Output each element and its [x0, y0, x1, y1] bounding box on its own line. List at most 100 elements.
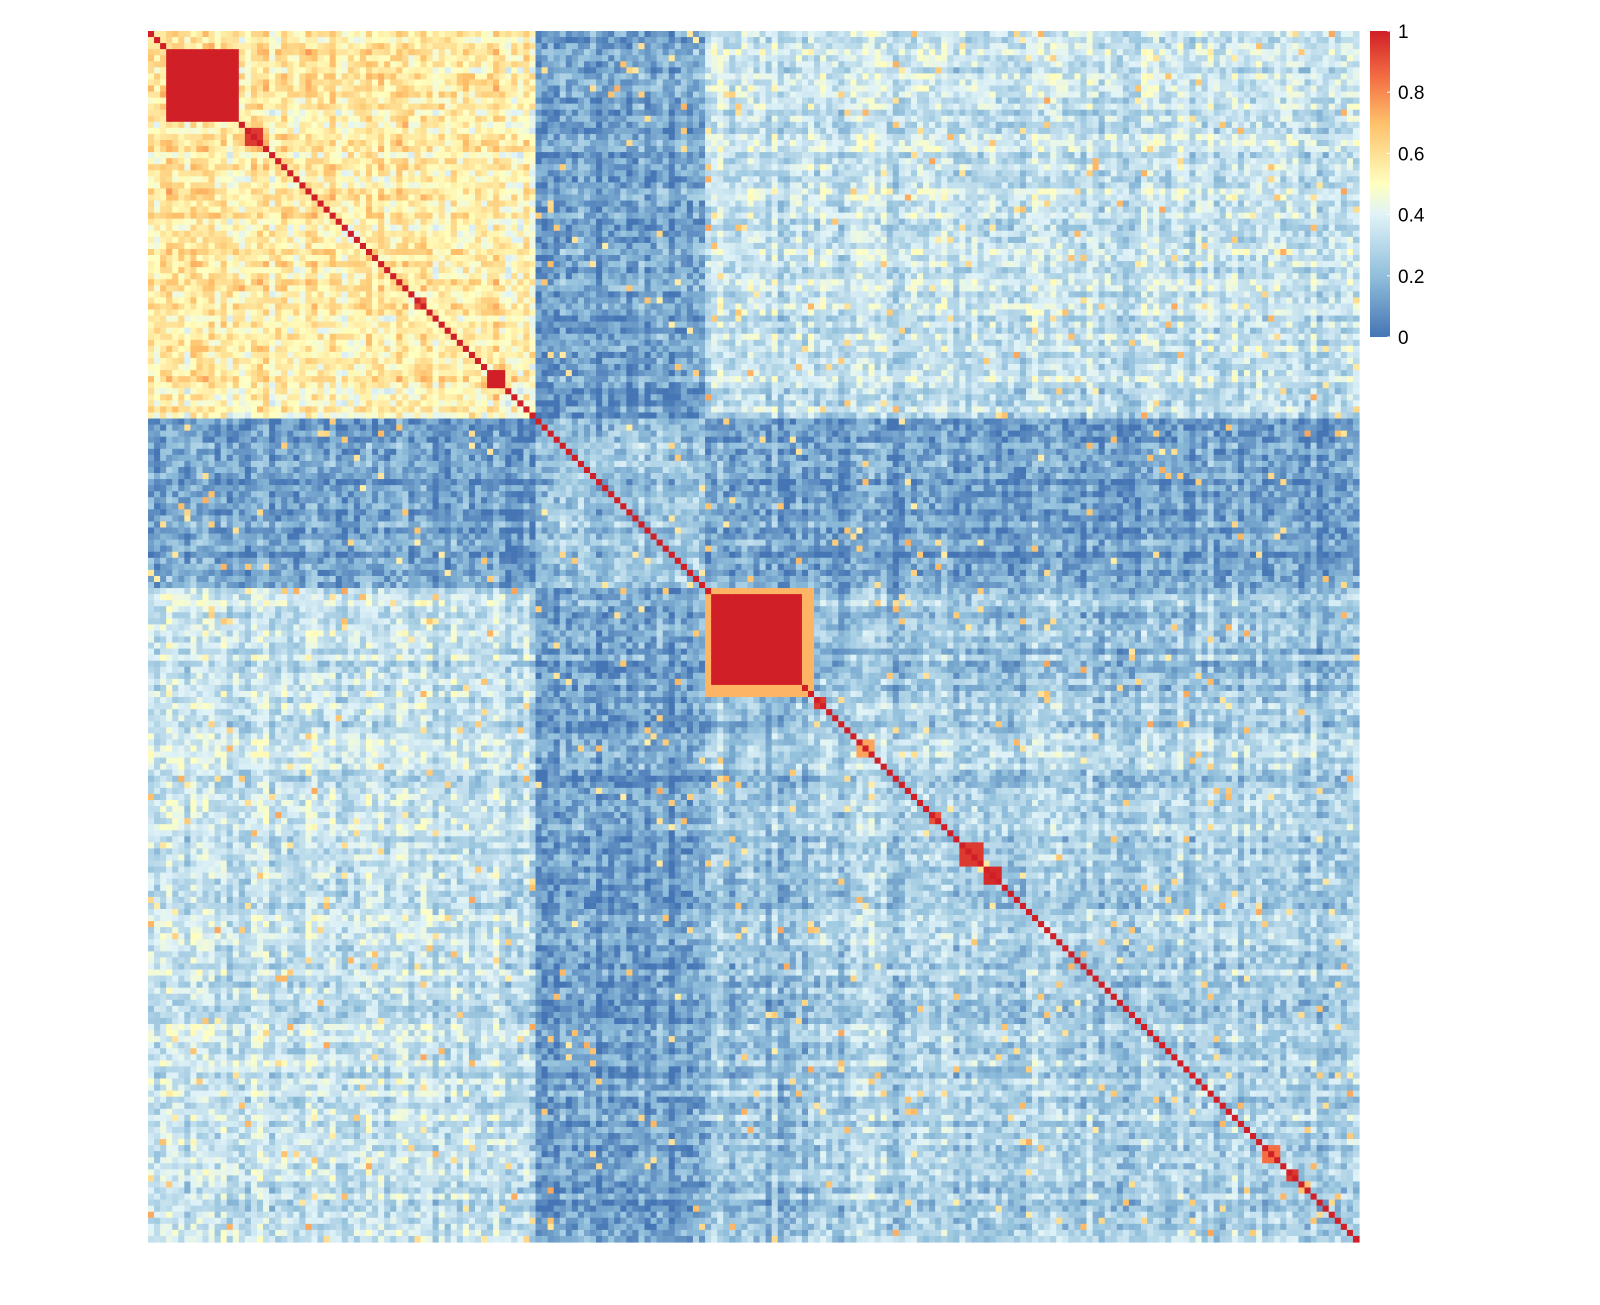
- heatmap-cell: [638, 146, 646, 153]
- heatmap-cell: [941, 152, 948, 159]
- heatmap-cell: [438, 85, 446, 93]
- heatmap-cell: [238, 115, 246, 123]
- heatmap-cell: [1032, 37, 1039, 44]
- heatmap-cell: [481, 176, 488, 183]
- heatmap-cell: [1056, 49, 1063, 56]
- heatmap-cell: [711, 139, 718, 147]
- heatmap-cell: [923, 146, 930, 153]
- heatmap-cell: [1274, 79, 1281, 87]
- heatmap-cell: [202, 109, 210, 117]
- heatmap-cell: [1074, 152, 1082, 159]
- heatmap-cell: [571, 127, 579, 135]
- heatmap-cell: [680, 49, 688, 56]
- heatmap-cell: [590, 85, 597, 93]
- heatmap-cell: [1201, 170, 1209, 177]
- heatmap-cell: [971, 158, 979, 165]
- heatmap-cell: [1346, 139, 1354, 147]
- heatmap-cell: [444, 103, 452, 111]
- heatmap-cell: [311, 146, 319, 153]
- heatmap-cell: [559, 85, 567, 93]
- heatmap-cell: [1183, 115, 1191, 123]
- heatmap-cell: [1231, 164, 1239, 171]
- heatmap-cell: [814, 55, 821, 62]
- heatmap-cell: [505, 43, 512, 50]
- heatmap-cell: [868, 43, 876, 50]
- heatmap-cell: [1044, 91, 1051, 99]
- heatmap-cell: [468, 109, 476, 117]
- heatmap-cell: [487, 146, 494, 153]
- heatmap-cell: [256, 73, 264, 81]
- heatmap-cell: [263, 109, 270, 117]
- heatmap-cell: [565, 97, 573, 105]
- heatmap-cell: [795, 176, 803, 183]
- heatmap-cell: [826, 31, 833, 38]
- heatmap-cell: [523, 37, 531, 44]
- heatmap-cell: [1334, 37, 1342, 44]
- heatmap-cell: [1141, 152, 1148, 159]
- heatmap-cell: [462, 133, 470, 141]
- heatmap-cell: [929, 139, 936, 147]
- heatmap-cell: [965, 55, 973, 62]
- heatmap-cell: [341, 139, 349, 147]
- heatmap-cell: [1310, 31, 1318, 38]
- heatmap-cell: [1171, 170, 1178, 177]
- heatmap-cell: [1001, 85, 1009, 93]
- heatmap-cell: [808, 139, 815, 147]
- heatmap-cell: [372, 73, 379, 81]
- heatmap-cell: [844, 152, 851, 159]
- heatmap-cell: [1334, 170, 1342, 177]
- heatmap-cell: [220, 152, 228, 159]
- heatmap-cell: [935, 109, 942, 117]
- heatmap-cell: [614, 133, 621, 141]
- heatmap-cell: [856, 73, 864, 81]
- heatmap-cell: [1213, 37, 1221, 44]
- heatmap-cell: [232, 79, 240, 87]
- heatmap-cell: [638, 97, 646, 105]
- heatmap-cell: [1116, 164, 1124, 171]
- heatmap-cell: [269, 146, 276, 153]
- heatmap-cell: [977, 109, 985, 117]
- heatmap-cell: [1189, 67, 1197, 74]
- heatmap-cell: [1013, 37, 1021, 44]
- heatmap-cell: [626, 91, 633, 99]
- heatmap-cell: [923, 43, 930, 50]
- heatmap-cell: [1201, 176, 1209, 183]
- heatmap-cell: [359, 61, 367, 68]
- heatmap-cell: [608, 61, 615, 68]
- heatmap-cell: [529, 85, 537, 93]
- heatmap-cell: [838, 67, 845, 74]
- heatmap-cell: [608, 133, 615, 141]
- heatmap-cell: [299, 91, 307, 99]
- heatmap-cell: [184, 158, 191, 165]
- heatmap-cell: [432, 133, 440, 141]
- heatmap-cell: [438, 115, 446, 123]
- heatmap-cell: [196, 49, 204, 56]
- heatmap-cell: [1044, 176, 1051, 183]
- heatmap-cell: [462, 31, 470, 38]
- heatmap-cell: [1019, 158, 1027, 165]
- heatmap-cell: [281, 133, 288, 141]
- heatmap-cell: [711, 37, 718, 44]
- heatmap-cell: [577, 152, 585, 159]
- heatmap-cell: [1207, 73, 1215, 81]
- heatmap-cell: [1038, 73, 1045, 81]
- heatmap-cell: [341, 115, 349, 123]
- heatmap-cell: [1262, 152, 1269, 159]
- heatmap-cell: [372, 115, 379, 123]
- heatmap-cell: [1352, 85, 1360, 93]
- heatmap-cell: [474, 152, 482, 159]
- heatmap-cell: [717, 61, 724, 68]
- heatmap-cell: [874, 91, 882, 99]
- heatmap-cell: [1116, 170, 1124, 177]
- heatmap-cell: [620, 139, 627, 147]
- heatmap-cell: [499, 158, 506, 165]
- heatmap-cell: [662, 176, 670, 183]
- heatmap-cell: [1001, 37, 1009, 44]
- heatmap-cell: [820, 121, 827, 129]
- heatmap-cell: [892, 91, 900, 99]
- heatmap-cell: [517, 37, 525, 44]
- heatmap-cell: [577, 37, 585, 44]
- heatmap-cell: [668, 73, 676, 81]
- heatmap-cell: [965, 146, 973, 153]
- heatmap-cell: [789, 55, 797, 62]
